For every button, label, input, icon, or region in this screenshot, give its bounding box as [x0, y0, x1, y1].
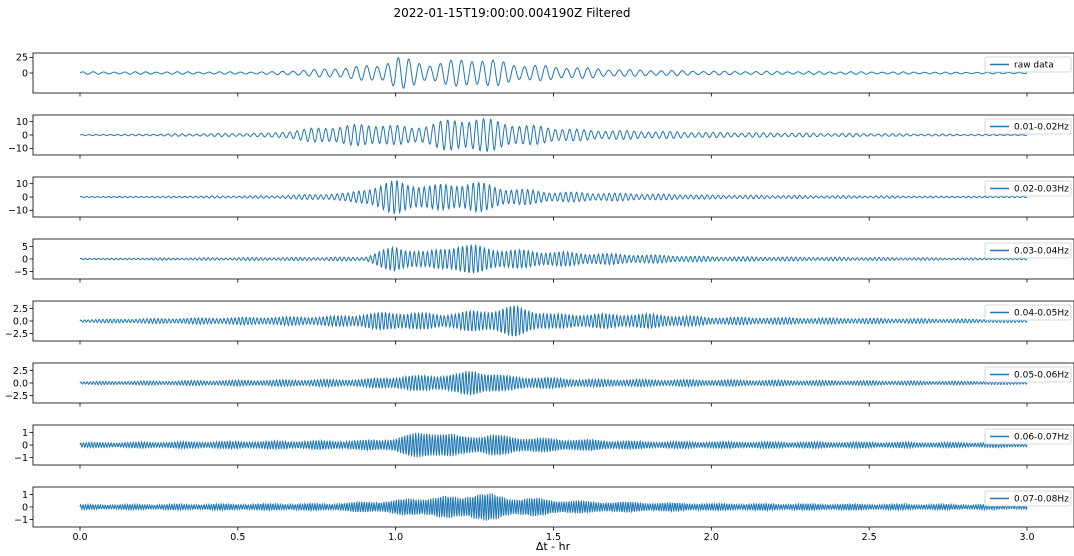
y-tick-label: 1: [22, 428, 28, 439]
y-tick-label: 0: [22, 192, 28, 203]
waveform-series: [79, 57, 1028, 89]
y-tick-label: 0.0: [13, 316, 28, 327]
legend-label: raw data: [1014, 61, 1054, 71]
panel-8: 10 −1 0.07-0.08Hz: [14, 486, 1074, 531]
x-tick-label: 2.5: [862, 532, 877, 543]
y-tick-label: 10: [16, 179, 28, 190]
y-tick-label: 5: [22, 242, 28, 253]
y-tick-label: 2.5: [13, 304, 28, 315]
x-tick-label: 2.0: [704, 532, 719, 543]
legend: 0.05-0.06Hz: [984, 366, 1072, 383]
legend-box: [984, 428, 1072, 445]
y-tick-label: −2.5: [5, 391, 28, 402]
legend-box: [984, 56, 1072, 73]
y-tick-label: −10: [8, 144, 28, 155]
legend-label: 0.07-0.08Hz: [1014, 495, 1069, 505]
panel-3: 10 0 −10 0.02-0.03Hz: [8, 176, 1074, 221]
panel-6: 2.50.0 −2.5 0.05-0.06Hz: [5, 362, 1074, 407]
legend: 0.06-0.07Hz: [984, 428, 1072, 445]
x-axis: 0.0 0.5 1.0 1.5 2.0 2.5 3.0: [72, 532, 1034, 543]
waveform-series: [79, 371, 1028, 396]
panel-7: 10 −1 0.06-0.07Hz: [14, 424, 1074, 469]
waveform-series: [79, 432, 1028, 458]
y-tick-label: 10: [16, 117, 28, 128]
legend-label: 0.02-0.03Hz: [1014, 185, 1069, 195]
x-tick-label: 0.5: [230, 532, 245, 543]
waveform-series: [79, 243, 1028, 274]
y-tick-label: −2.5: [5, 329, 28, 340]
waveform-series: [79, 117, 1028, 153]
waveform-series: [79, 304, 1028, 337]
x-axis-label: Δt - hr: [536, 540, 571, 553]
legend: 0.02-0.03Hz: [984, 180, 1072, 197]
y-tick-label: −10: [8, 206, 28, 217]
x-tick-label: 1.0: [388, 532, 403, 543]
y-tick-label: 0: [22, 254, 28, 265]
legend-box: [984, 490, 1072, 507]
legend-box: [984, 118, 1072, 135]
panel-1: 25 0 raw data: [16, 52, 1074, 97]
legend-box: [984, 242, 1072, 259]
panel-5: 2.50.0 −2.5 0.04-0.05Hz: [5, 300, 1074, 345]
legend-box: [984, 304, 1072, 321]
legend-label: 0.04-0.05Hz: [1014, 309, 1069, 319]
x-tick-label: 3.0: [1019, 532, 1034, 543]
y-tick-label: 0: [22, 68, 28, 79]
legend: 0.04-0.05Hz: [984, 304, 1072, 321]
legend: 0.01-0.02Hz: [984, 118, 1072, 135]
y-tick-label: 25: [16, 53, 28, 64]
y-tick-label: 1: [22, 490, 28, 501]
legend-label: 0.05-0.06Hz: [1014, 371, 1069, 381]
legend-label: 0.01-0.02Hz: [1014, 123, 1069, 133]
panel-4: 50 −5 0.03-0.04Hz: [14, 238, 1074, 283]
legend-label: 0.03-0.04Hz: [1014, 247, 1069, 257]
y-tick-label: 0: [22, 502, 28, 513]
panel-2: 10 0 −10 0.01-0.02Hz: [8, 114, 1074, 159]
y-tick-label: 2.5: [13, 366, 28, 377]
y-tick-label: −1: [14, 515, 28, 526]
figure-title: 2022-01-15T19:00:00.004190Z Filtered: [393, 6, 630, 20]
y-tick-label: −5: [14, 267, 28, 278]
y-tick-label: −1: [14, 453, 28, 464]
y-tick-label: 0.0: [13, 378, 28, 389]
waveform-series: [79, 180, 1028, 215]
y-tick-label: 0: [22, 130, 28, 141]
x-tick-label: 1.5: [546, 532, 561, 543]
legend: raw data: [984, 56, 1072, 73]
legend-label: 0.06-0.07Hz: [1014, 433, 1069, 443]
x-tick-label: 0.0: [72, 532, 87, 543]
legend: 0.07-0.08Hz: [984, 490, 1072, 507]
legend-box: [984, 180, 1072, 197]
y-tick-label: 0: [22, 440, 28, 451]
waveform-series: [79, 493, 1028, 521]
legend: 0.03-0.04Hz: [984, 242, 1072, 259]
legend-box: [984, 366, 1072, 383]
